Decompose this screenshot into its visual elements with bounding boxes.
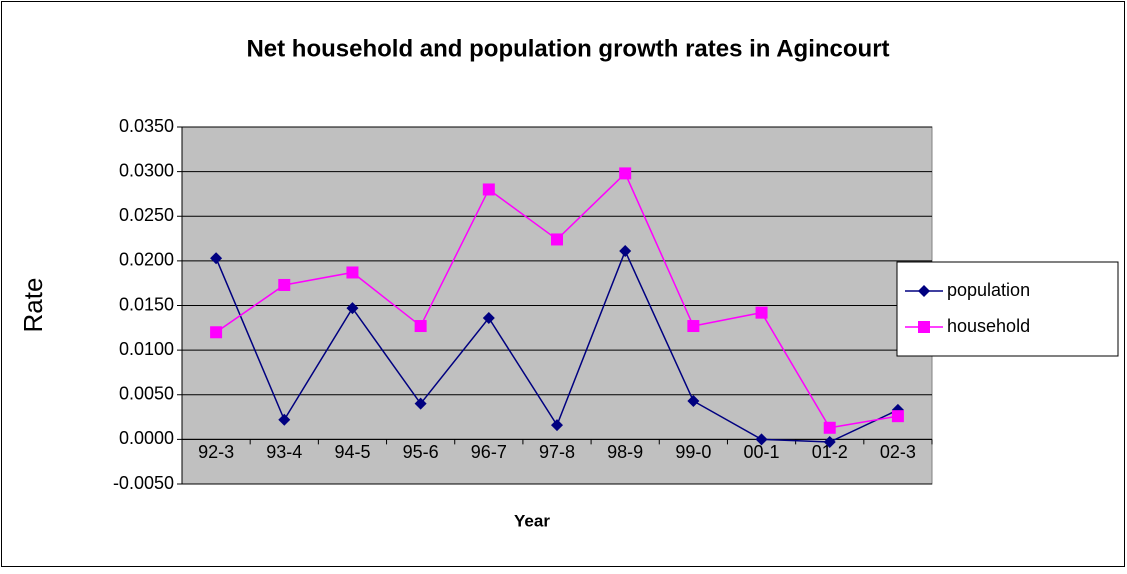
legend-marker [918,285,930,297]
marker [210,252,223,265]
marker [414,397,427,410]
x-tick-label: 99-0 [675,442,711,462]
marker [482,311,495,324]
marker [687,320,700,333]
y-tick-label: 0.0050 [119,384,174,404]
chart-title: Net household and population growth rate… [246,35,889,62]
marker [346,266,359,279]
marker [210,326,223,339]
y-tick-label: 0.0150 [119,294,174,314]
y-tick-label: 0.0300 [119,160,174,180]
marker [619,245,632,258]
y-tick-label: 0.0350 [119,116,174,136]
x-tick-label: 95-6 [403,442,439,462]
y-tick-label: 0.0100 [119,339,174,359]
x-tick-label: 96-7 [471,442,507,462]
legend [896,261,1119,357]
marker [551,233,563,246]
x-tick-label: 01-2 [812,442,848,462]
x-tick-label: 94-5 [334,442,370,462]
marker [278,413,291,426]
x-tick-label: 92-3 [198,442,234,462]
marker [891,410,904,423]
marker [823,436,836,449]
marker [346,302,359,315]
x-tick-label: 93-4 [266,442,302,462]
x-tick-label: 98-9 [607,442,643,462]
y-tick-label: 0.0200 [119,250,174,270]
marker [823,421,836,434]
y-axis-label: Rate [18,278,48,333]
marker [482,183,495,196]
legend-marker [918,321,930,333]
x-tick-label: 00-1 [744,442,780,462]
marker [551,419,563,432]
marker [414,320,427,333]
legend-label: population [947,280,1030,300]
y-tick-label: -0.0050 [113,473,174,493]
y-tick-label: 0.0000 [119,428,174,448]
marker [687,394,700,407]
x-axis-label: Year [514,511,550,530]
marker [278,278,291,291]
x-tick-label: 02-3 [880,442,916,462]
x-tick-label: 97-8 [539,442,575,462]
marker [755,433,768,446]
marker [619,167,632,180]
marker [755,306,768,319]
legend-label: household [947,316,1030,336]
y-tick-label: 0.0250 [119,205,174,225]
